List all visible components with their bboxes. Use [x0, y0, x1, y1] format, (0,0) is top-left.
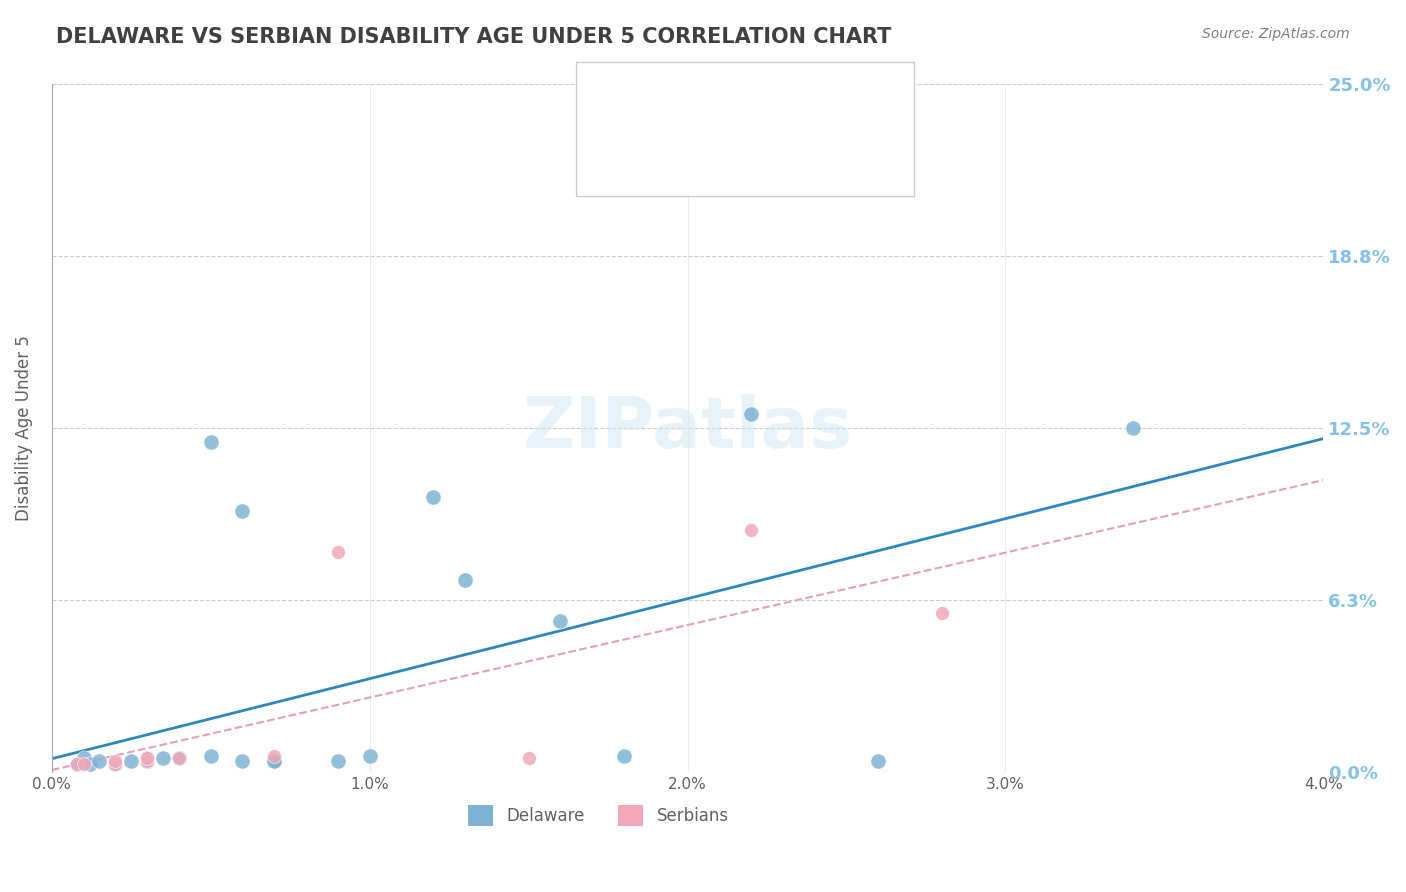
Point [136, 751, 159, 765]
Point [66, 756, 89, 771]
Text: N = 27: N = 27 [775, 95, 832, 110]
Point [931, 606, 953, 620]
Legend: Delaware, Serbians: Delaware, Serbians [461, 799, 735, 832]
Point [200, 748, 222, 763]
Point [72, 751, 94, 765]
Point [454, 573, 477, 587]
Point [66, 756, 89, 771]
Text: DELAWARE VS SERBIAN DISABILITY AGE UNDER 5 CORRELATION CHART: DELAWARE VS SERBIAN DISABILITY AGE UNDER… [56, 27, 891, 46]
Point [740, 523, 762, 537]
Point [231, 504, 253, 518]
Point [167, 751, 190, 765]
Point [550, 614, 572, 628]
Point [79, 756, 101, 771]
Point [517, 751, 540, 765]
Point [200, 435, 222, 450]
Point [231, 754, 253, 768]
Point [120, 754, 142, 768]
Point [868, 754, 890, 768]
Point [152, 751, 174, 765]
Point [104, 756, 127, 771]
Point [613, 748, 636, 763]
Text: R = 0.266: R = 0.266 [651, 95, 734, 110]
Point [1122, 421, 1144, 435]
Point [263, 748, 285, 763]
Point [359, 748, 381, 763]
Text: R = 0.678: R = 0.678 [651, 149, 734, 163]
Y-axis label: Disability Age Under 5: Disability Age Under 5 [15, 335, 32, 521]
Point [136, 751, 159, 765]
Point [136, 754, 159, 768]
Point [263, 754, 285, 768]
Point [167, 751, 190, 765]
Point [263, 754, 285, 768]
Bar [603, 87, 638, 119]
Point [104, 756, 127, 771]
Point [89, 754, 111, 768]
Point [72, 756, 94, 771]
Bar [603, 140, 638, 172]
Point [136, 754, 159, 768]
Point [422, 490, 444, 504]
Text: ZIPatlas: ZIPatlas [523, 393, 852, 463]
Text: N = 12: N = 12 [775, 149, 832, 163]
Point [326, 545, 349, 559]
Point [136, 754, 159, 768]
Text: Source: ZipAtlas.com: Source: ZipAtlas.com [1202, 27, 1350, 41]
Point [104, 756, 127, 771]
Point [326, 754, 349, 768]
Point [740, 408, 762, 422]
Point [104, 754, 127, 768]
